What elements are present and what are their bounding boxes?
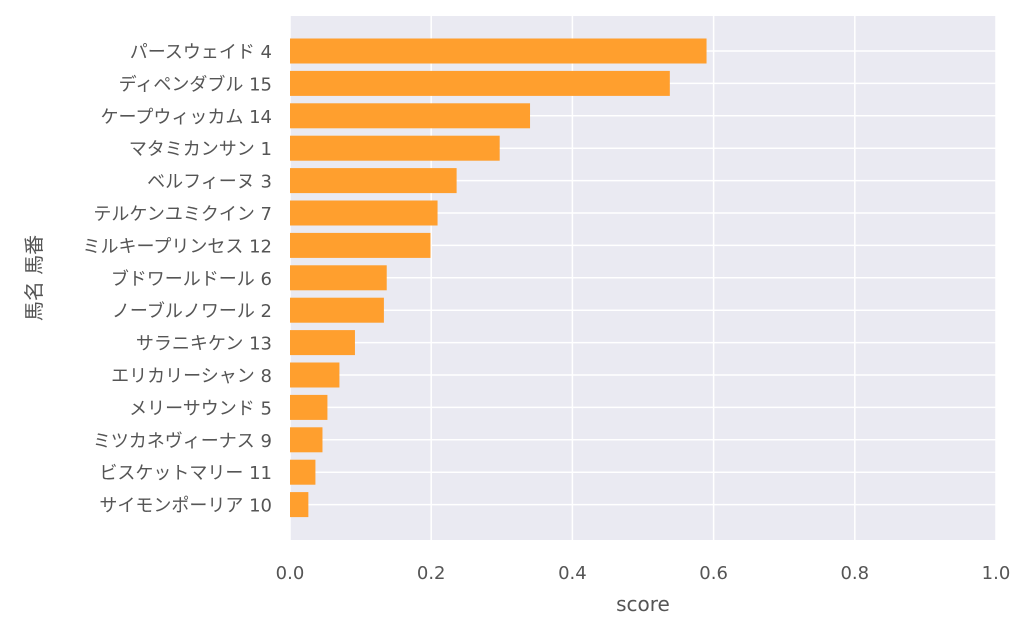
x-tick-label: 0.4 <box>558 563 587 584</box>
x-tick-label: 0.8 <box>840 563 869 584</box>
y-tick-label: ディペンダブル 15 <box>119 73 272 95</box>
y-tick-label: パースウェイド 4 <box>130 42 272 63</box>
bar <box>290 70 670 96</box>
y-tick-label: エリカリーシャン 8 <box>111 366 272 387</box>
x-tick-label: 0.6 <box>699 563 728 584</box>
bar <box>290 459 316 485</box>
bar <box>290 492 309 518</box>
y-tick-label: マタミカンサン 1 <box>129 139 272 160</box>
y-tick-labels: パースウェイド 4 ディペンダブル 15 ケープウィッカム 14 マタミカンサン 1 ベ… <box>82 42 272 517</box>
x-axis-title: score <box>616 592 670 616</box>
y-tick-label: ビスケットマリー 11 <box>99 463 272 484</box>
y-tick-label: サラニキケン 13 <box>136 334 272 355</box>
bar <box>290 168 457 194</box>
bar <box>290 200 438 226</box>
y-tick-label: ノーブルノワール 2 <box>112 300 272 322</box>
y-tick-label: メリーサウンド 5 <box>129 398 272 419</box>
x-tick-label: 1.0 <box>982 563 1011 584</box>
y-tick-label: ミルキープリンセス 12 <box>82 236 272 257</box>
y-tick-label: ケープウィッカム 14 <box>100 107 272 128</box>
bars <box>290 38 707 518</box>
bar <box>290 362 340 388</box>
bar <box>290 135 500 161</box>
bar <box>290 297 384 323</box>
x-tick-label: 0.0 <box>276 563 305 584</box>
y-tick-label: ベルフィーヌ 3 <box>147 172 272 193</box>
y-axis-title: 馬名 馬番 <box>22 235 46 321</box>
bar <box>290 330 355 356</box>
y-tick-label: ブドワールドール 6 <box>111 268 272 290</box>
bar <box>290 394 328 420</box>
bar <box>290 427 323 453</box>
bar <box>290 103 531 129</box>
y-tick-label: テルケンユミクイン 7 <box>93 204 272 225</box>
y-tick-label: サイモンポーリア 10 <box>99 496 272 517</box>
y-tick-label: ミツカネヴィーナス 9 <box>93 431 272 452</box>
x-tick-labels: 0.0 0.2 0.4 0.6 0.8 1.0 <box>276 563 1011 584</box>
bar <box>290 232 431 258</box>
bar <box>290 265 387 291</box>
bar <box>290 38 707 64</box>
x-tick-label: 0.2 <box>417 563 446 584</box>
